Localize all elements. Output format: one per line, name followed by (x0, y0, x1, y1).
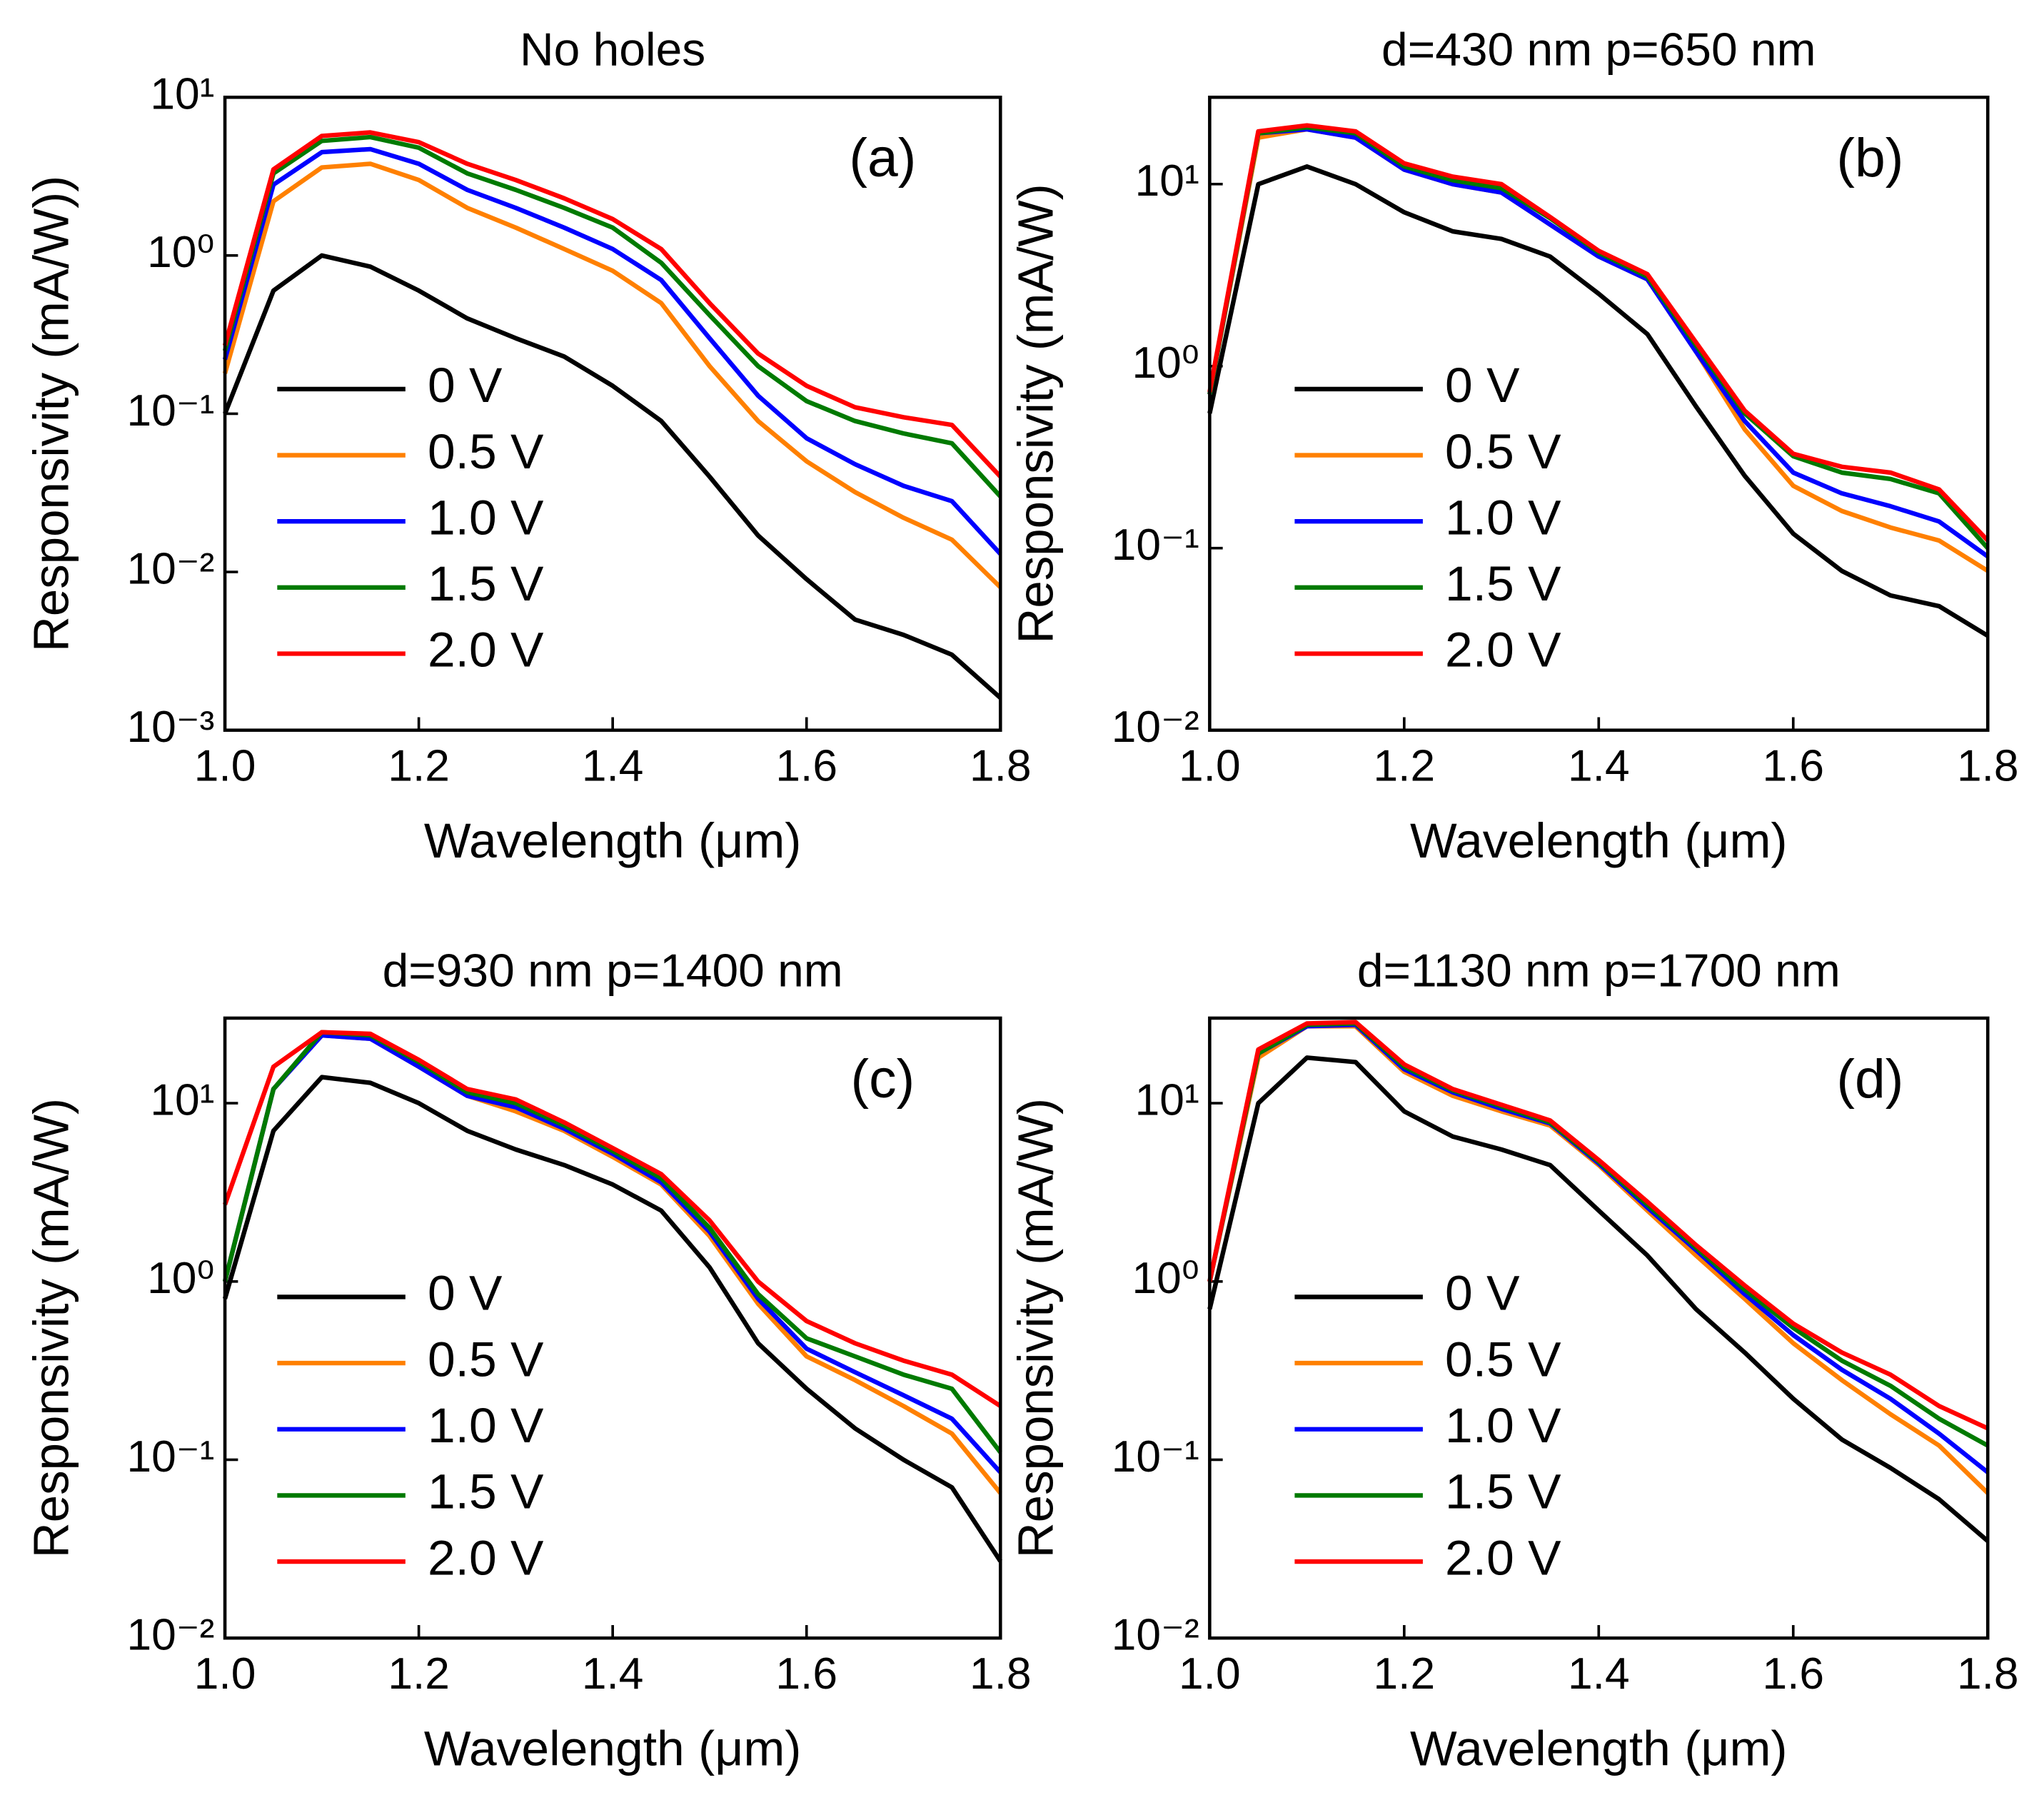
legend-label: 0 V (1445, 357, 1519, 413)
x-tick-label: 1.6 (775, 1649, 837, 1699)
legend-label: 2.0 V (1445, 622, 1561, 678)
x-tick-label: 1.8 (1957, 742, 2019, 791)
legend-label: 1.0 V (428, 1397, 543, 1453)
y-tick-label: 10⁰ (147, 1254, 214, 1303)
y-tick-label: 10¹ (1135, 1076, 1199, 1125)
legend-label: 1.0 V (1445, 1397, 1561, 1453)
x-tick-label: 1.2 (1374, 1649, 1436, 1699)
x-tick-label: 1.0 (1179, 1649, 1241, 1699)
y-tick-label: 10⁻¹ (1112, 1432, 1199, 1482)
legend-label: 1.0 V (1445, 490, 1561, 545)
panel-label: (d) (1836, 1049, 1903, 1110)
y-tick-label: 10⁻¹ (127, 386, 215, 436)
panel-title: No holes (520, 24, 705, 76)
series-line (1207, 123, 1990, 543)
series-line (222, 1075, 1002, 1563)
y-tick-label: 10⁻² (1112, 703, 1199, 752)
y-tick-label: 10⁻² (1112, 1611, 1199, 1660)
y-tick-label: 10¹ (1135, 156, 1199, 206)
x-tick-label: 1.8 (970, 742, 1032, 791)
legend-label: 0.5 V (1445, 1332, 1561, 1387)
y-tick-label: 10⁻¹ (127, 1432, 215, 1482)
legend-label: 1.5 V (1445, 555, 1561, 611)
plot-frame (1208, 95, 1990, 732)
x-tick-label: 1.0 (194, 1649, 256, 1699)
x-tick-label: 1.0 (194, 742, 256, 791)
legend-label: 0.5 V (1445, 423, 1561, 479)
series-line (1207, 1055, 1990, 1543)
legend-label: 1.5 V (428, 1464, 543, 1519)
series-line (1207, 126, 1989, 573)
x-axis-label: Wavelength (μm) (1410, 813, 1788, 868)
x-tick-label: 1.4 (1568, 742, 1630, 791)
legend-label: 2.0 V (428, 1530, 543, 1586)
legend-label: 0 V (428, 357, 502, 413)
x-tick-label: 1.8 (1957, 1649, 2019, 1699)
x-axis-label: Wavelength (μm) (424, 1721, 802, 1776)
plot-frame (223, 95, 1002, 732)
x-tick-label: 1.6 (775, 742, 837, 791)
y-tick-label: 10⁰ (1132, 338, 1199, 388)
y-tick-label: 10⁻³ (127, 703, 215, 752)
legend-label: 1.0 V (428, 490, 543, 545)
y-tick-label: 10⁻² (127, 545, 215, 594)
x-axis-label: Wavelength (μm) (424, 813, 802, 868)
legend-label: 2.0 V (428, 622, 543, 678)
panel-label: (b) (1836, 128, 1903, 188)
y-tick-label: 10¹ (150, 1076, 214, 1125)
legend-label: 0 V (428, 1265, 502, 1321)
panel-label: (c) (851, 1049, 915, 1110)
x-tick-label: 1.4 (582, 742, 644, 791)
series-line (1207, 125, 1990, 550)
series-line (222, 134, 1002, 498)
y-tick-label: 10⁻² (127, 1611, 215, 1660)
series-line (1207, 1020, 1989, 1431)
panel-title: d=930 nm p=1400 nm (383, 945, 843, 997)
x-tick-label: 1.6 (1762, 1649, 1824, 1699)
legend-label: 0.5 V (428, 423, 543, 479)
series-line (1207, 164, 1989, 638)
y-axis-label: Responsivity (mA/W) (1007, 1098, 1063, 1558)
legend-label: 1.5 V (428, 555, 543, 611)
y-axis-label: Responsivity (mA/W)) (23, 176, 79, 652)
x-tick-label: 1.8 (970, 1649, 1032, 1699)
x-tick-label: 1.2 (388, 1649, 450, 1699)
series-line (1207, 126, 1990, 559)
series-line (222, 1032, 1002, 1474)
legend-label: 1.5 V (1445, 1464, 1561, 1519)
series-line (223, 1030, 1002, 1408)
plot-frame (223, 1016, 1002, 1640)
panel-title: d=430 nm p=650 nm (1381, 24, 1816, 76)
y-axis-label: Responsivity (mA/W) (23, 1098, 79, 1558)
y-tick-label: 10⁰ (1132, 1254, 1199, 1303)
series-line (222, 146, 1002, 555)
x-tick-label: 1.4 (1568, 1649, 1630, 1699)
y-tick-label: 10¹ (150, 70, 214, 119)
series-line (222, 130, 1002, 478)
y-tick-label: 10⁻¹ (1112, 521, 1199, 570)
legend-label: 2.0 V (1445, 1530, 1561, 1586)
x-tick-label: 1.4 (582, 1649, 644, 1699)
plot-frame (1208, 1016, 1990, 1640)
series-line (223, 253, 1002, 700)
legend-label: 0 V (1445, 1265, 1519, 1321)
panel-label: (a) (849, 128, 916, 188)
series-line (222, 161, 1002, 589)
panel-title: d=1130 nm p=1700 nm (1357, 945, 1841, 997)
x-tick-label: 1.2 (388, 742, 450, 791)
legend-label: 0.5 V (428, 1332, 543, 1387)
x-tick-label: 1.6 (1762, 742, 1824, 791)
y-tick-label: 10⁰ (147, 228, 214, 277)
x-tick-label: 1.0 (1179, 742, 1241, 791)
x-tick-label: 1.2 (1374, 742, 1436, 791)
y-axis-label: Responsivity (mA/W) (1007, 183, 1063, 643)
x-axis-label: Wavelength (μm) (1410, 1721, 1788, 1776)
